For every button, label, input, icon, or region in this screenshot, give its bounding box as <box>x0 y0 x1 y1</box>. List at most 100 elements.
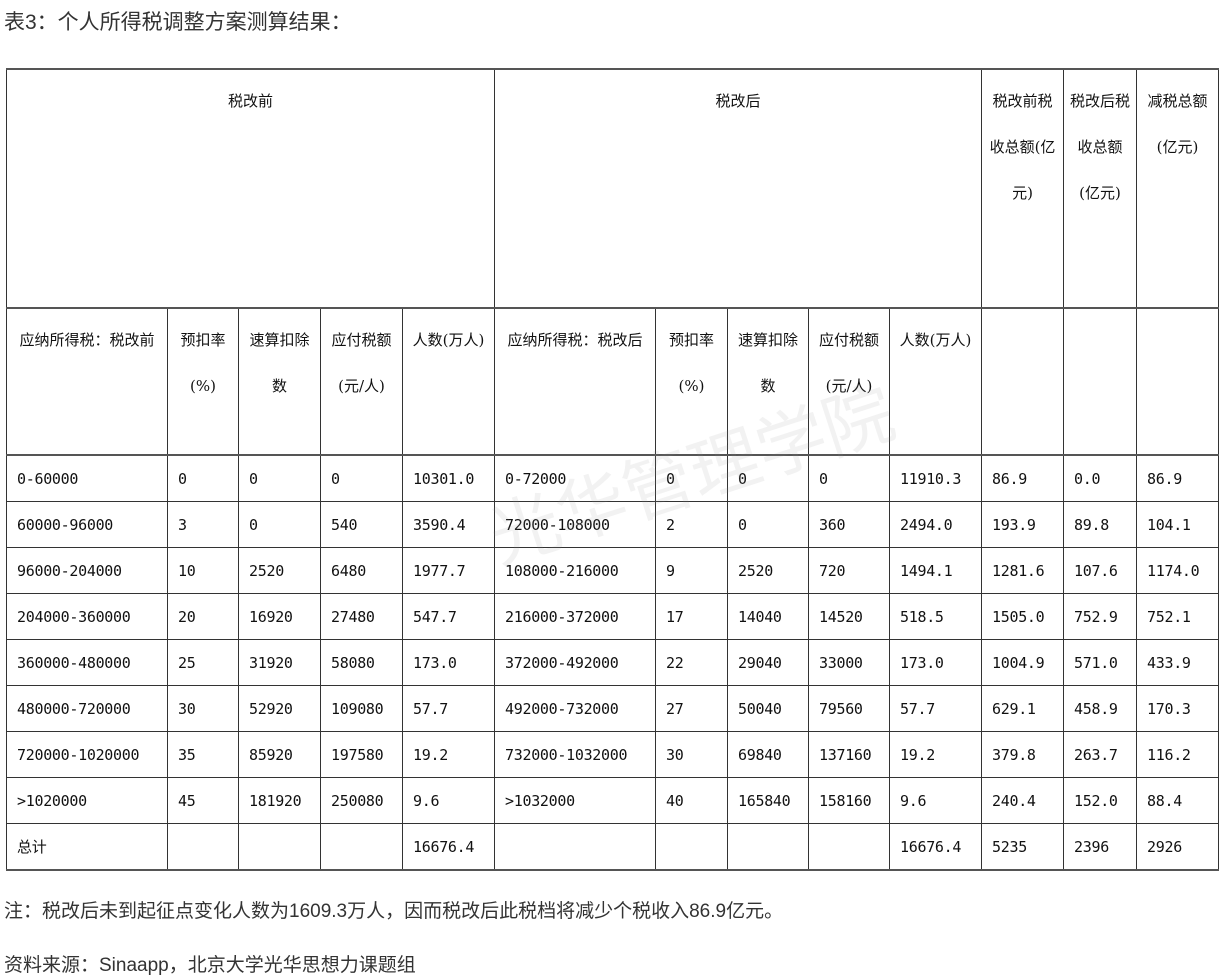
table-cell: 25 <box>167 639 239 686</box>
table-cell: 85920 <box>238 731 321 778</box>
table-cell: 89.8 <box>1063 501 1137 548</box>
table-cell: 27480 <box>320 593 403 640</box>
sub-header-cell: 应纳所得税：税改前 <box>6 307 168 456</box>
table-cell <box>808 823 890 871</box>
table-cell: 165840 <box>727 777 809 824</box>
table-cell: 3 <box>167 501 239 548</box>
table-cell: 79560 <box>808 685 890 732</box>
table-cell: 86.9 <box>1136 454 1219 502</box>
table-cell: 108000-216000 <box>494 547 656 594</box>
table-cell: 9 <box>655 547 728 594</box>
table-cell: 518.5 <box>889 593 982 640</box>
sub-header-cell: 应付税额(元/人) <box>320 307 403 456</box>
table-cell: 458.9 <box>1063 685 1137 732</box>
table-cell: >1020000 <box>6 777 168 824</box>
table-cell: 45 <box>167 777 239 824</box>
table-row: 60000-96000 3 0 540 3590.4 72000-108000 2 0 360 2… <box>6 501 1219 548</box>
table-note: 注：税改后未到起征点变化人数为1609.3万人，因而税改后此税档将减少个税收入8… <box>4 901 784 922</box>
table-row: 204000-360000 20 16920 27480 547.7 216000-372… <box>6 593 1219 640</box>
table-cell <box>320 823 403 871</box>
table-cell: 20 <box>167 593 239 640</box>
table-cell: 31920 <box>238 639 321 686</box>
table-cell: 0 <box>655 454 728 502</box>
table-cell: 35 <box>167 731 239 778</box>
table-cell: 19.2 <box>889 731 982 778</box>
table-cell: 0 <box>238 454 321 502</box>
table-row: 720000-1020000 35 85920 197580 19.2 732000-10… <box>6 731 1219 778</box>
table-cell: 2494.0 <box>889 501 982 548</box>
table-cell <box>167 823 239 871</box>
table-cell: 752.1 <box>1136 593 1219 640</box>
table-cell: 5235 <box>981 823 1064 871</box>
table-cell: 0-60000 <box>6 454 168 502</box>
table-cell: 0 <box>167 454 239 502</box>
table-cell: 379.8 <box>981 731 1064 778</box>
table-cell: 60000-96000 <box>6 501 168 548</box>
table-cell: 0 <box>808 454 890 502</box>
table-cell: 2 <box>655 501 728 548</box>
tax-table: 税改前 税改后 税改前税收总额(亿元) 税改后税收总额(亿元) 减税总额(亿元)… <box>6 68 1219 871</box>
table-cell: 22 <box>655 639 728 686</box>
table-cell: 1977.7 <box>402 547 495 594</box>
table-cell: 480000-720000 <box>6 685 168 732</box>
table-cell: 240.4 <box>981 777 1064 824</box>
table-cell: 58080 <box>320 639 403 686</box>
table-cell: 492000-732000 <box>494 685 656 732</box>
header-tax-cut-total: 减税总额(亿元) <box>1136 68 1219 309</box>
table-cell: 17 <box>655 593 728 640</box>
total-row: 总计 16676.4 16676.4 5235 2396 2926 <box>6 823 1219 871</box>
table-cell: 2520 <box>238 547 321 594</box>
group-header-row: 税改前 税改后 税改前税收总额(亿元) 税改后税收总额(亿元) 减税总额(亿元) <box>6 68 1219 309</box>
table-cell: 19.2 <box>402 731 495 778</box>
table-cell: 0 <box>238 501 321 548</box>
table-cell: 总计 <box>6 823 168 871</box>
table-cell: 50040 <box>727 685 809 732</box>
table-cell: 27 <box>655 685 728 732</box>
sub-header-row: 应纳所得税：税改前 预扣率(%) 速算扣除数 应付税额(元/人) 人数(万人) 应纳所得税… <box>6 307 1219 456</box>
sub-header-cell <box>981 307 1064 456</box>
table-cell: 137160 <box>808 731 890 778</box>
table-cell: 181920 <box>238 777 321 824</box>
table-cell: 30 <box>655 731 728 778</box>
table-cell: 16676.4 <box>889 823 982 871</box>
sub-header-cell <box>1136 307 1219 456</box>
table-cell: 30 <box>167 685 239 732</box>
table-cell: 107.6 <box>1063 547 1137 594</box>
table-cell: 11910.3 <box>889 454 982 502</box>
table-cell: 0 <box>320 454 403 502</box>
table-cell: 40 <box>655 777 728 824</box>
table-cell: 16920 <box>238 593 321 640</box>
table-cell: 2396 <box>1063 823 1137 871</box>
table-cell: 72000-108000 <box>494 501 656 548</box>
sub-header-cell: 应付税额(元/人) <box>808 307 890 456</box>
table-source: 资料来源：Sinaapp，北京大学光华思想力课题组 <box>4 955 416 976</box>
sub-header-cell: 预扣率(%) <box>655 307 728 456</box>
table-cell: 0.0 <box>1063 454 1137 502</box>
table-cell: 116.2 <box>1136 731 1219 778</box>
table-cell: 170.3 <box>1136 685 1219 732</box>
table-cell: 216000-372000 <box>494 593 656 640</box>
table-cell: 16676.4 <box>402 823 495 871</box>
sub-header-cell: 速算扣除数 <box>238 307 321 456</box>
table-cell: 433.9 <box>1136 639 1219 686</box>
table-cell: 571.0 <box>1063 639 1137 686</box>
table-cell: 0-72000 <box>494 454 656 502</box>
table-row: 0-60000 0 0 0 10301.0 0-72000 0 0 0 11910.3 86.9 0.… <box>6 454 1219 502</box>
table-cell: 0 <box>727 501 809 548</box>
sub-header-cell: 人数(万人) <box>889 307 982 456</box>
table-cell: 1174.0 <box>1136 547 1219 594</box>
table-cell: 732000-1032000 <box>494 731 656 778</box>
table-cell: 88.4 <box>1136 777 1219 824</box>
table-row: 360000-480000 25 31920 58080 173.0 372000-492… <box>6 639 1219 686</box>
header-before-reform: 税改前 <box>6 68 495 309</box>
table-cell: >1032000 <box>494 777 656 824</box>
table-cell: 57.7 <box>402 685 495 732</box>
table-cell: 0 <box>727 454 809 502</box>
sub-header-cell: 人数(万人) <box>402 307 495 456</box>
table-cell: 69840 <box>727 731 809 778</box>
table-row: >1020000 45 181920 250080 9.6 >1032000 40 16584… <box>6 777 1219 824</box>
header-after-reform: 税改后 <box>494 68 982 309</box>
table-cell: 29040 <box>727 639 809 686</box>
table-cell: 2520 <box>727 547 809 594</box>
table-cell: 14520 <box>808 593 890 640</box>
